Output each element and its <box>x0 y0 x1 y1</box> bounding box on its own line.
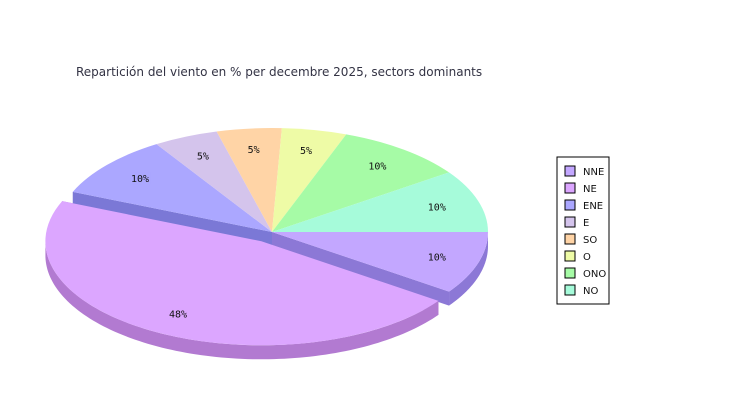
slice-side-ne <box>45 243 439 360</box>
pct-label-bg-no <box>426 201 448 214</box>
slice-no <box>272 172 488 232</box>
pct-label-o: 5% <box>300 146 312 157</box>
slice-so <box>216 128 282 232</box>
legend-swatch-ono <box>564 267 576 279</box>
chart-title: Repartición del viento en % per decembre… <box>76 65 482 79</box>
legend-box <box>556 156 610 305</box>
legend-swatch-ene <box>564 199 576 211</box>
slice-e <box>156 131 272 232</box>
legend-label-no: NO <box>583 286 598 297</box>
legend-label-ene: ENE <box>583 201 603 212</box>
slice-side-nne <box>449 232 488 306</box>
pct-label-bg-so <box>246 143 261 156</box>
legend-label-so: SO <box>583 235 597 246</box>
slice-nne <box>272 232 488 292</box>
pct-label-ne: 48% <box>169 310 187 321</box>
slice-o <box>272 128 347 232</box>
slice-cut-nne <box>272 232 450 306</box>
pct-label-ene: 10% <box>131 174 149 185</box>
slice-ne <box>45 201 439 346</box>
pct-label-ono: 10% <box>368 162 386 173</box>
legend-swatch-ne <box>564 182 576 194</box>
slice-ono <box>272 134 450 232</box>
legend-label-ne: NE <box>583 184 597 195</box>
legend-label-nne: NNE <box>583 167 604 178</box>
slice-cut-ene <box>72 191 272 246</box>
legend-swatch-no <box>564 284 576 296</box>
pct-label-nne: 10% <box>428 252 446 263</box>
pie-group <box>45 128 488 360</box>
legend-label-ono: ONO <box>583 269 606 280</box>
slice-ene <box>72 144 272 232</box>
pct-label-bg-nne <box>426 250 448 263</box>
pct-label-so: 5% <box>248 145 260 156</box>
legend-swatch-nne <box>564 165 576 177</box>
legend-label-o: O <box>583 252 591 263</box>
pct-label-bg-ono <box>366 160 388 173</box>
pct-label-bg-e <box>195 149 211 162</box>
pct-label-bg-o <box>298 144 314 157</box>
pct-label-no: 10% <box>428 203 446 214</box>
pie-labels: 10% 48% 10% 5% 5% 5% 10% 10% <box>129 143 448 321</box>
pct-label-e: 5% <box>197 151 209 162</box>
legend-swatch-o <box>564 250 576 262</box>
legend-swatch-e <box>564 216 576 228</box>
legend: NNE NE ENE E SO O ONO NO <box>556 156 610 305</box>
pct-label-bg-ne <box>167 308 189 321</box>
legend-label-e: E <box>583 218 589 229</box>
pct-label-bg-ene <box>129 172 151 185</box>
legend-swatch-so <box>564 233 576 245</box>
